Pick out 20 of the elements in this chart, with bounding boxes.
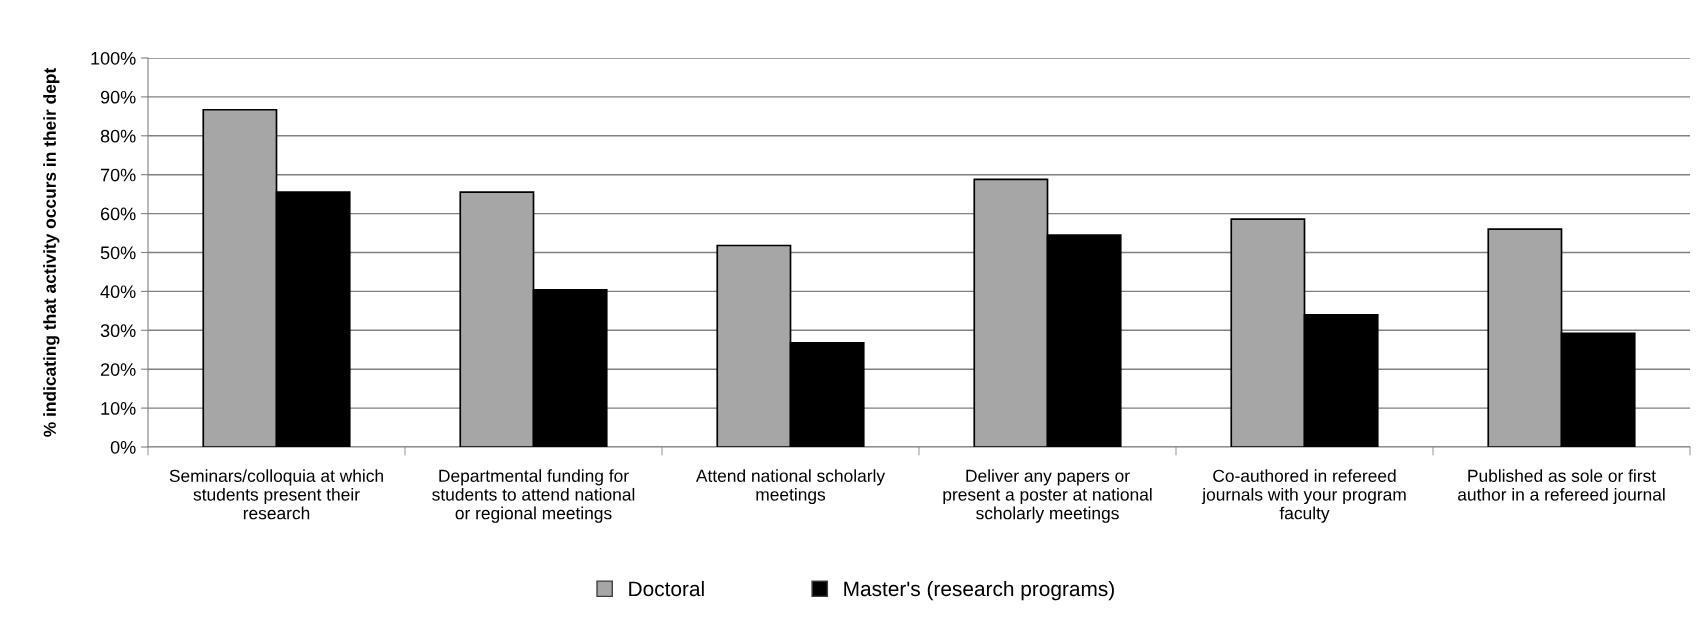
y-tick-label: 50%	[100, 246, 136, 260]
y-tick-label: 40%	[100, 285, 136, 299]
legend-label: Doctoral	[629, 580, 704, 597]
y-tick-label: 90%	[100, 90, 136, 104]
y-tick-label: 30%	[100, 324, 136, 338]
y-tick-label: 10%	[101, 402, 136, 415]
y-tick-label: 80%	[100, 129, 136, 143]
y-tick-label: 60%	[100, 207, 136, 221]
y-tick-label: 20%	[100, 363, 136, 376]
legend-label: Master's (research programs)	[844, 580, 1114, 601]
x-tick-label: Seminars/colloquia at which students present their research	[169, 469, 383, 520]
x-tick-label: Deliver any papers or present a poster at national scholarly meetings	[943, 469, 1152, 523]
y-tick-label: 70%	[100, 168, 136, 182]
y-axis-title: % indicating that activity occurs in their dept	[43, 67, 60, 437]
y-tick-label: 0%	[110, 440, 136, 454]
x-tick-label: Attend national scholarly meetings	[695, 469, 886, 505]
x-tick-label: Co-authored in refereed journals with your program faculty	[1201, 469, 1406, 523]
x-tick-label: Departmental funding for students to attend national or regional meetings	[432, 469, 635, 523]
x-tick-label: Published as sole or first author in a refereed journal	[1458, 469, 1665, 505]
y-tick-label: 100%	[91, 51, 136, 65]
